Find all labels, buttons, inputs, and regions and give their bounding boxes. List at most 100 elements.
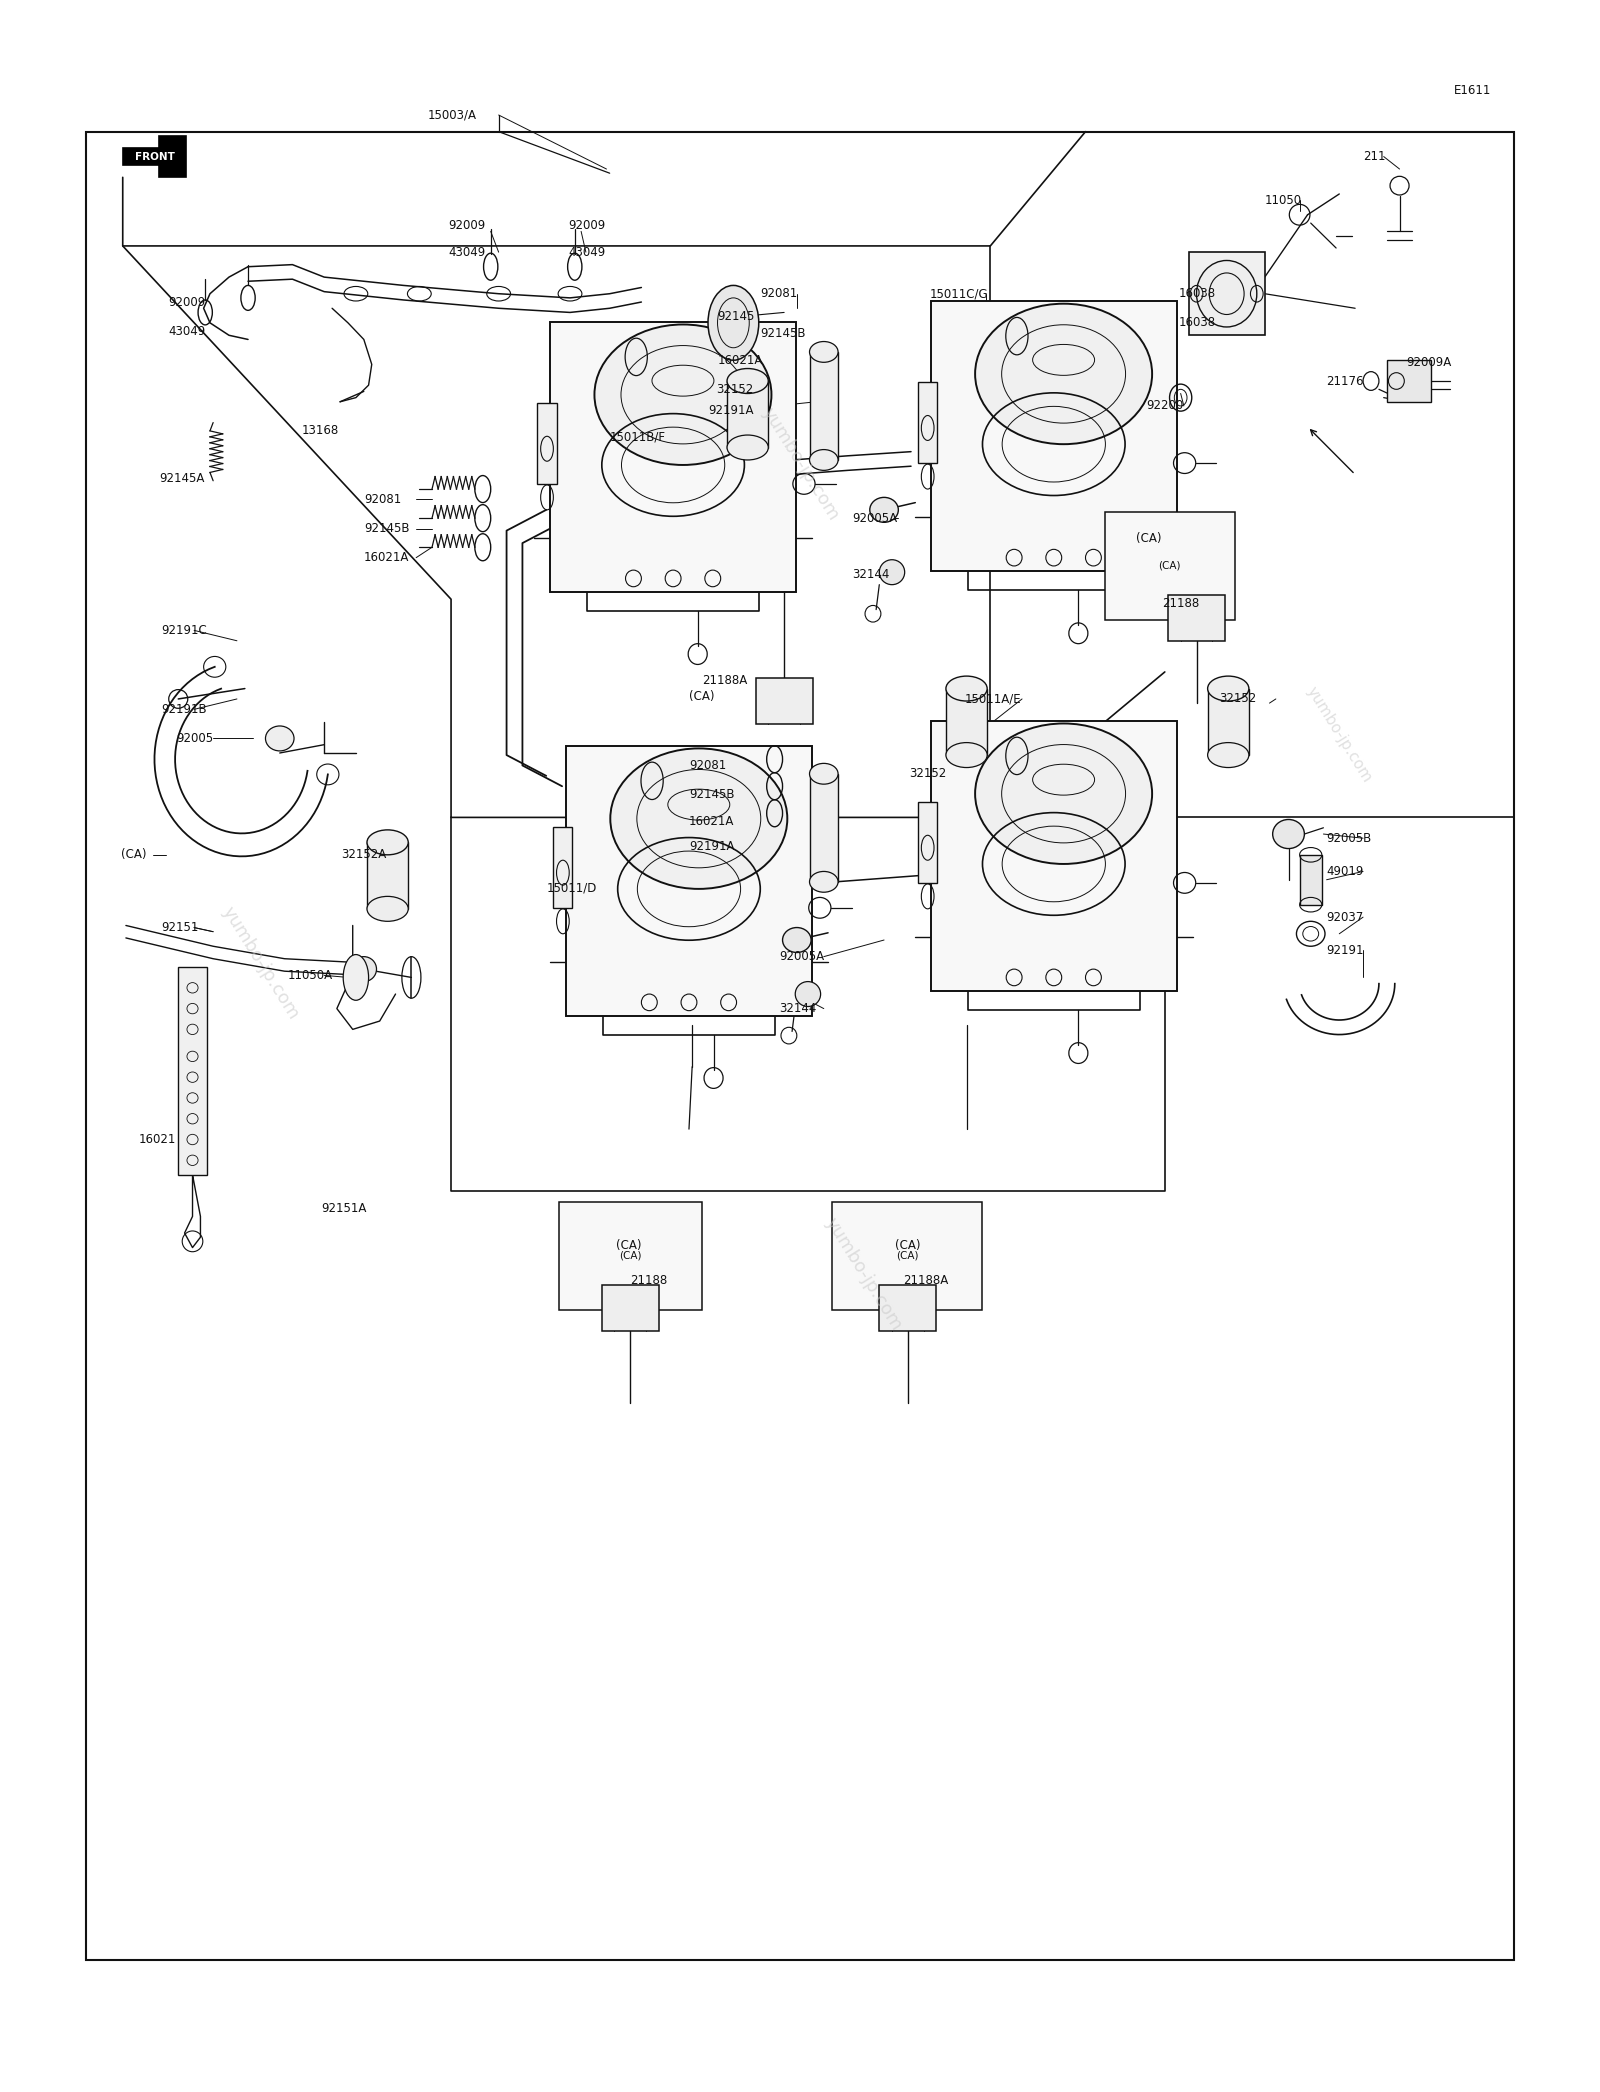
Ellipse shape — [595, 324, 771, 464]
Text: (CA): (CA) — [690, 690, 715, 703]
Text: yumbo-jp.com: yumbo-jp.com — [821, 1215, 906, 1335]
Text: 16021A: 16021A — [717, 354, 763, 366]
Text: 92145B: 92145B — [760, 326, 806, 339]
Text: 32144: 32144 — [853, 567, 890, 582]
Ellipse shape — [946, 676, 987, 701]
Ellipse shape — [974, 724, 1152, 864]
Text: 92005B: 92005B — [1326, 833, 1371, 845]
Ellipse shape — [1002, 324, 1125, 423]
Text: 43049: 43049 — [568, 245, 606, 259]
Ellipse shape — [366, 831, 408, 856]
Text: 32144: 32144 — [779, 1002, 816, 1015]
Bar — [810, 351, 838, 460]
Text: 32152: 32152 — [1219, 692, 1256, 705]
Bar — [602, 1284, 659, 1331]
Text: 92191A: 92191A — [690, 841, 734, 854]
Ellipse shape — [709, 285, 758, 360]
Bar — [86, 132, 1514, 1960]
Text: 92009A: 92009A — [1406, 356, 1451, 368]
Bar — [832, 1203, 982, 1310]
Text: 43049: 43049 — [448, 245, 485, 259]
Text: 16038: 16038 — [1179, 316, 1216, 328]
Bar — [755, 678, 813, 724]
Text: 92081: 92081 — [363, 494, 402, 506]
Text: 32152A: 32152A — [342, 849, 387, 862]
Ellipse shape — [1208, 743, 1250, 768]
Bar — [946, 688, 987, 755]
Text: 92191: 92191 — [1326, 943, 1365, 956]
Bar — [880, 1284, 936, 1331]
Ellipse shape — [726, 435, 768, 460]
Text: 92200: 92200 — [1146, 400, 1182, 412]
Text: 11050A: 11050A — [288, 969, 333, 981]
Bar — [1189, 253, 1264, 335]
Ellipse shape — [946, 743, 987, 768]
Bar — [1299, 856, 1322, 904]
Ellipse shape — [795, 981, 821, 1006]
Text: (CA): (CA) — [619, 1251, 642, 1261]
Text: 32152: 32152 — [715, 383, 754, 395]
Text: 32152: 32152 — [909, 768, 947, 780]
Bar — [550, 322, 797, 592]
Text: 13168: 13168 — [302, 425, 339, 437]
Text: 92191B: 92191B — [160, 703, 206, 715]
Bar — [931, 301, 1176, 571]
Ellipse shape — [637, 770, 760, 868]
Ellipse shape — [344, 954, 368, 1000]
Text: 15003/A: 15003/A — [427, 109, 477, 121]
Bar — [1208, 688, 1250, 755]
Bar — [810, 774, 838, 883]
Ellipse shape — [1208, 676, 1250, 701]
Text: 15011C/G: 15011C/G — [930, 287, 989, 301]
Text: (CA): (CA) — [122, 849, 147, 862]
Text: E1611: E1611 — [1453, 84, 1491, 96]
Text: 92145A: 92145A — [160, 473, 205, 485]
Text: 16021A: 16021A — [363, 550, 410, 565]
Text: 92191C: 92191C — [160, 623, 206, 636]
Text: 92145B: 92145B — [363, 523, 410, 536]
Text: 92081: 92081 — [690, 759, 726, 772]
Bar — [726, 381, 768, 448]
Text: yumbo-jp.com: yumbo-jp.com — [1304, 684, 1374, 784]
Bar — [366, 843, 408, 908]
Text: 92037: 92037 — [1326, 910, 1363, 925]
Text: 92009: 92009 — [168, 295, 206, 308]
Text: FRONT: FRONT — [134, 151, 174, 161]
Ellipse shape — [870, 498, 898, 523]
Text: 16038: 16038 — [1179, 287, 1216, 301]
Text: 92151A: 92151A — [322, 1201, 366, 1215]
Text: 92009: 92009 — [448, 220, 485, 232]
Text: 15011A/E: 15011A/E — [965, 692, 1021, 705]
Text: 21188: 21188 — [1162, 596, 1198, 611]
Text: 16021A: 16021A — [690, 816, 734, 828]
Text: (CA): (CA) — [896, 1251, 918, 1261]
Text: yumbo-jp.com: yumbo-jp.com — [758, 404, 842, 523]
Text: (CA): (CA) — [1136, 533, 1162, 546]
Text: 11050: 11050 — [1264, 195, 1302, 207]
Bar — [918, 801, 938, 883]
Bar — [538, 404, 557, 483]
Bar — [1168, 594, 1226, 640]
Bar — [554, 826, 573, 908]
Ellipse shape — [974, 303, 1152, 444]
Text: 21188A: 21188A — [902, 1274, 949, 1287]
Ellipse shape — [1272, 820, 1304, 849]
Ellipse shape — [810, 764, 838, 784]
Ellipse shape — [610, 749, 787, 889]
Bar — [178, 967, 206, 1176]
Ellipse shape — [266, 726, 294, 751]
Text: 92151: 92151 — [160, 920, 198, 933]
Text: yumbo-jp.com: yumbo-jp.com — [219, 904, 302, 1023]
Text: 15011B/F: 15011B/F — [610, 431, 666, 444]
Ellipse shape — [621, 345, 746, 444]
Text: (CA): (CA) — [894, 1238, 920, 1251]
Text: (CA): (CA) — [1158, 561, 1181, 571]
Text: 21176: 21176 — [1326, 374, 1365, 387]
Text: 92145B: 92145B — [690, 789, 734, 801]
Text: 92009: 92009 — [568, 220, 606, 232]
Ellipse shape — [1197, 262, 1258, 326]
Ellipse shape — [810, 872, 838, 891]
Text: 21188: 21188 — [630, 1274, 667, 1287]
Ellipse shape — [366, 895, 408, 920]
Bar — [1387, 360, 1432, 402]
